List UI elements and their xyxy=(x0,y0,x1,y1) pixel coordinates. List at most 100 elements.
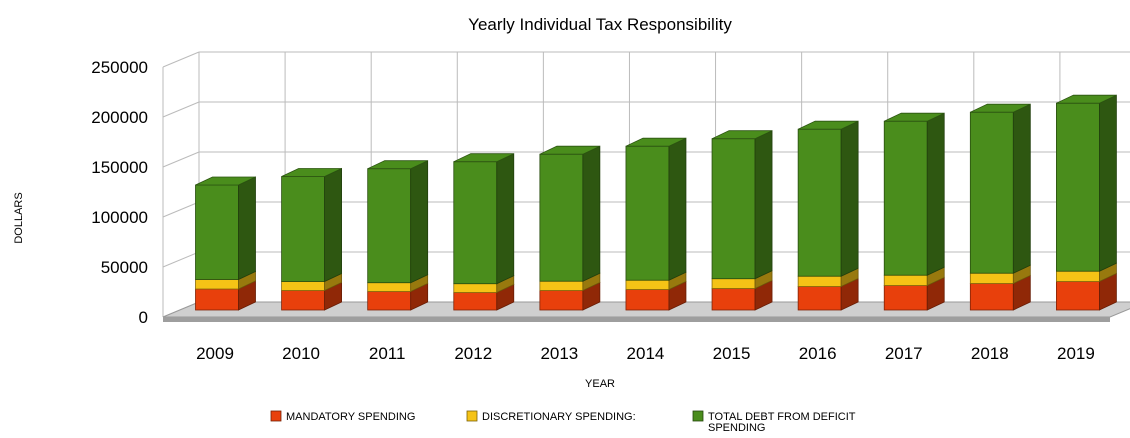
x-tick-label: 2019 xyxy=(1057,344,1095,363)
x-tick-label: 2011 xyxy=(369,344,406,363)
grid-side-line xyxy=(162,51,200,68)
bar-2010-series-2 xyxy=(281,176,325,282)
x-tick-label: 2014 xyxy=(627,344,665,363)
bar-2012-series-2 xyxy=(453,161,498,285)
bar-stack-2013 xyxy=(539,145,601,311)
x-tick-label: 2009 xyxy=(196,344,234,363)
bar-2013-series-0 xyxy=(539,290,584,311)
x-tick-label: 2015 xyxy=(713,344,751,363)
bar-2009-series-2 xyxy=(195,184,239,280)
bar-2018-series-2 xyxy=(969,111,1014,274)
bar-stack-2018 xyxy=(969,103,1031,311)
bar-2011-series-2 xyxy=(367,168,412,284)
bar-2017-series-1 xyxy=(883,274,928,286)
bar-side-2012-series-2 xyxy=(496,153,515,285)
bar-2014-series-2 xyxy=(625,145,670,281)
bar-side-2013-series-2 xyxy=(582,145,601,282)
y-tick-label: 100000 xyxy=(91,208,148,227)
bar-side-2016-series-2 xyxy=(840,120,859,277)
bar-2019-series-0 xyxy=(1056,281,1100,311)
bar-2012-series-1 xyxy=(453,283,498,293)
legend-swatch xyxy=(692,410,704,422)
bar-2012-series-0 xyxy=(453,292,498,311)
grid-side-line xyxy=(162,101,200,118)
y-tick-label: 150000 xyxy=(91,158,148,177)
bar-2014-series-0 xyxy=(625,289,670,311)
bar-2016-series-2 xyxy=(797,128,842,277)
bar-top-2014 xyxy=(625,137,687,147)
bar-stack-2009 xyxy=(195,176,256,311)
legend-label: MANDATORY SPENDING xyxy=(286,411,415,423)
bar-top-2019 xyxy=(1056,94,1117,104)
bar-2013-series-1 xyxy=(539,280,584,291)
grid-side-line xyxy=(162,151,200,168)
bar-stack-2011 xyxy=(367,160,429,311)
y-axis-label: DOLLARS xyxy=(13,192,25,243)
bar-side-2017-series-2 xyxy=(926,112,945,276)
x-tick-label: 2018 xyxy=(971,344,1009,363)
legend: MANDATORY SPENDING DISCRETIONARY SPENDING… xyxy=(270,410,856,434)
bar-stack-2015 xyxy=(711,130,773,311)
x-tick-label: 2017 xyxy=(885,344,923,363)
legend-label: DISCRETIONARY SPENDING: xyxy=(482,411,636,423)
bar-top-2011 xyxy=(367,160,428,170)
bar-2011-series-0 xyxy=(367,291,412,311)
bar-top-2018 xyxy=(970,103,1031,113)
bar-2010-series-0 xyxy=(281,290,325,311)
bar-2016-series-0 xyxy=(797,286,842,311)
bar-2009-series-1 xyxy=(195,279,239,290)
bar-2019-series-2 xyxy=(1056,102,1100,272)
bar-side-2018-series-2 xyxy=(1012,103,1031,274)
y-tick-label: 50000 xyxy=(101,258,148,277)
grid-side-line xyxy=(162,201,200,218)
bar-2018-series-0 xyxy=(969,283,1014,311)
bar-side-2010-series-2 xyxy=(324,167,342,283)
bar-2018-series-1 xyxy=(969,272,1014,284)
bar-2017-series-2 xyxy=(883,120,928,276)
bar-top-2015 xyxy=(711,130,773,140)
y-tick-label: 200000 xyxy=(91,108,148,127)
x-tick-label: 2012 xyxy=(454,344,492,363)
bars-layer xyxy=(195,94,1117,311)
legend-label: TOTAL DEBT FROM DEFICIT SPENDING xyxy=(708,411,856,434)
x-tick-labels: 2009 2010 2011 2012 2013 2014 2015 2016 2017 2018… xyxy=(196,344,1095,363)
bar-top-2009 xyxy=(195,176,256,186)
bar-side-2019-series-2 xyxy=(1099,94,1117,272)
chart-floor-edge xyxy=(163,317,1110,322)
bar-2011-series-1 xyxy=(367,282,412,292)
x-tick-label: 2013 xyxy=(540,344,578,363)
bar-top-2012 xyxy=(453,153,514,163)
bar-2014-series-1 xyxy=(625,279,670,290)
bar-side-2009-series-2 xyxy=(238,176,256,281)
bar-2017-series-0 xyxy=(883,285,928,311)
y-tick-labels: 250000 200000 150000 100000 50000 0 xyxy=(91,58,148,327)
bar-2015-series-2 xyxy=(711,138,756,280)
bar-2015-series-0 xyxy=(711,288,756,311)
y-tick-label: 0 xyxy=(139,308,148,327)
legend-swatch xyxy=(270,410,282,422)
x-axis-label: YEAR xyxy=(585,378,615,390)
bar-top-2013 xyxy=(539,145,601,155)
chart-title: Yearly Individual Tax Responsibility xyxy=(468,15,732,34)
bar-stack-2014 xyxy=(625,137,687,311)
x-tick-label: 2016 xyxy=(799,344,837,363)
bar-2010-series-1 xyxy=(281,281,325,291)
bar-side-2015-series-2 xyxy=(754,130,773,280)
bar-side-2014-series-2 xyxy=(668,137,687,281)
bar-2013-series-2 xyxy=(539,153,584,282)
legend-swatch xyxy=(466,410,478,422)
grid-side-line xyxy=(162,251,200,268)
bar-2015-series-1 xyxy=(711,278,756,289)
bar-top-2010 xyxy=(281,168,342,177)
bar-stack-2019 xyxy=(1056,94,1117,311)
bar-stack-2012 xyxy=(453,153,515,311)
x-tick-label: 2010 xyxy=(282,344,320,363)
bar-top-2017 xyxy=(884,112,945,122)
bar-stack-2017 xyxy=(883,112,945,311)
y-tick-label: 250000 xyxy=(91,58,148,77)
bar-side-2011-series-2 xyxy=(410,160,429,284)
bar-top-2016 xyxy=(797,120,859,130)
bar-stack-2016 xyxy=(797,120,859,311)
bar-stack-2010 xyxy=(281,167,342,311)
